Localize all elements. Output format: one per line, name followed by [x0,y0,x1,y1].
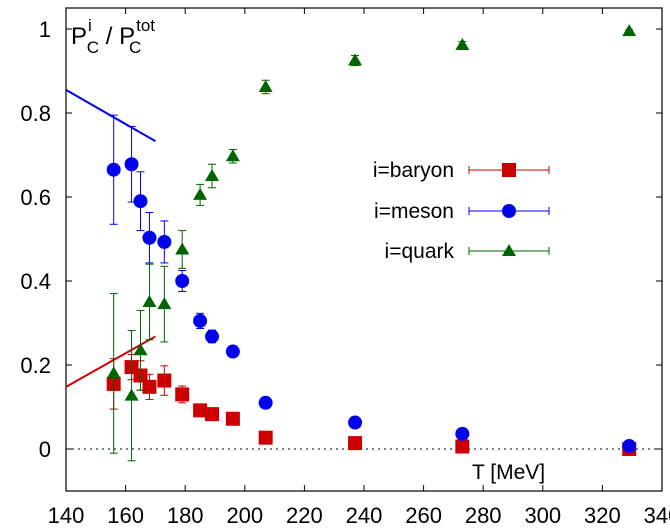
data-point [134,343,148,355]
data-point [226,345,240,359]
ylabel-sup-den: tot [136,16,155,35]
data-point [226,149,240,161]
legend-marker [502,244,516,256]
legend-marker [502,163,516,177]
data-point [455,427,469,441]
x-tick-label: 280 [465,503,502,528]
legend-marker [502,204,516,218]
legend-label: i=meson [374,200,454,223]
x-tick-label: 320 [584,503,621,528]
data-point [107,366,121,378]
x-tick-label: 260 [405,503,442,528]
data-point [455,439,469,453]
data-point [622,24,636,36]
x-axis-label: T [MeV] [472,461,545,484]
data-point [175,387,189,401]
data-point [205,169,219,181]
data-point [259,431,273,445]
ylabel-sup-num: i [88,16,92,35]
x-tick-label: 240 [346,503,383,528]
x-tick-label: 300 [524,503,561,528]
data-point [348,54,362,66]
ylabel-sub: C [87,38,99,57]
plot-frame [66,8,662,491]
data-point [193,403,207,417]
plot-frame-group [66,8,662,491]
data-point [142,380,156,394]
ylabel-base: P [71,23,87,50]
data-point [134,194,148,208]
data-point [142,295,156,307]
data-point [205,407,219,421]
data-point [348,416,362,430]
y-tick-label: 1 [39,17,51,42]
y-tick-label: 0.6 [20,185,51,210]
x-tick-label: 180 [167,503,204,528]
data-point [175,243,189,255]
data-point [259,80,273,92]
data-point [157,374,171,388]
ylabel-sep: / [99,23,119,50]
legend-label: i=baryon [373,159,454,182]
data-point [175,274,189,288]
x-tick-label: 140 [48,503,85,528]
data-point [107,163,121,177]
y-tick-label: 0.8 [20,101,51,126]
series-i=baryon [107,355,637,457]
x-tick-label: 200 [226,503,263,528]
y-tick-label: 0.2 [20,353,51,378]
data-point [125,157,139,171]
data-point [622,439,636,453]
legend: i=baryon i=meson i=quark [373,159,549,263]
y-axis: 0 0.2 0.4 0.6 0.8 1 [20,17,662,462]
legend-entry-i=quark: i=quark [385,240,549,263]
data-point [193,314,207,328]
data-point [142,231,156,245]
data-point [205,329,219,343]
legend-label: i=quark [385,240,455,263]
data-series [107,24,637,461]
data-point [157,297,171,309]
fit-lines [66,90,155,387]
y-tick-label: 0 [39,437,51,462]
ylabel-sub-den: C [129,38,141,57]
x-tick-label: 340 [644,503,670,528]
y-tick-label: 0.4 [20,269,51,294]
data-point [226,412,240,426]
data-point [348,436,362,450]
y-axis-label: Pi C / Ptot C [71,16,155,57]
legend-entry-i=baryon: i=baryon [373,159,549,182]
data-point [157,235,171,249]
data-point [259,396,273,410]
data-point [455,38,469,50]
data-point [193,188,207,200]
data-point [125,389,139,401]
legend-entry-i=meson: i=meson [374,200,549,223]
x-tick-label: 220 [286,503,323,528]
x-tick-label: 160 [107,503,144,528]
